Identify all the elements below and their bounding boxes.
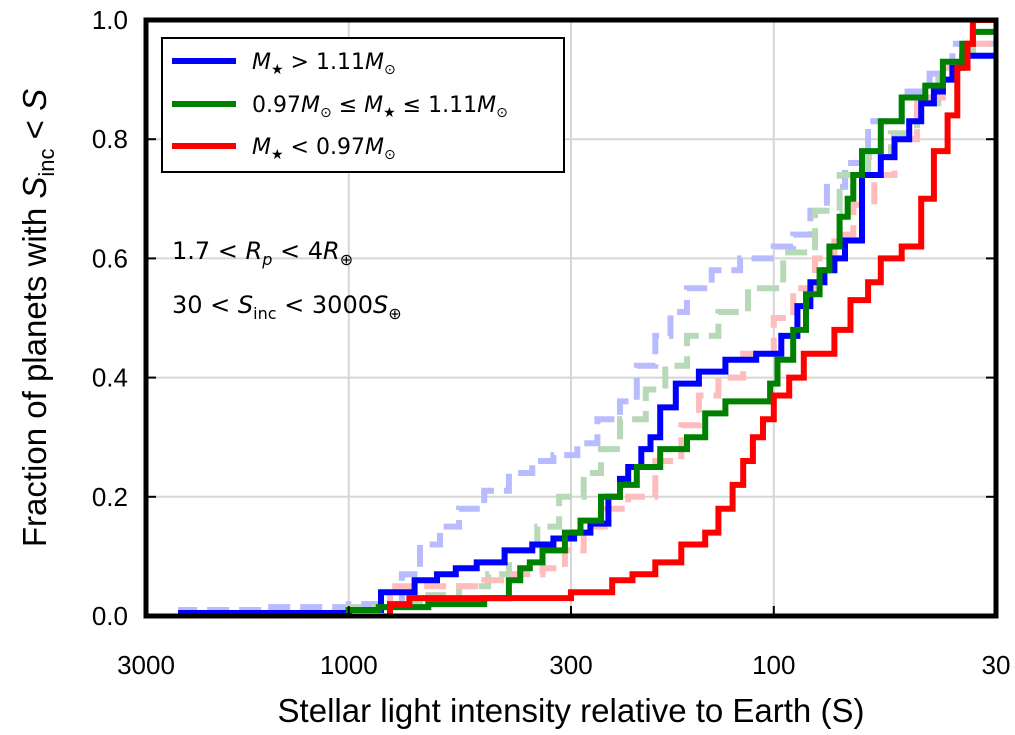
y-tick-label: 0.0 [92, 601, 128, 631]
y-tick-label: 0.4 [92, 363, 128, 393]
x-axis-label: Stellar light intensity relative to Eart… [278, 692, 865, 729]
annotation-flux-range: 30 < Sinc < 3000S⊕ [172, 291, 402, 323]
series-m-1-11-m- [178, 52, 996, 616]
y-tick-label: 0.8 [92, 124, 128, 154]
x-tick-label: 1000 [320, 650, 378, 680]
y-tick-label: 0.2 [92, 482, 128, 512]
legend: M★ > 1.11M⊙ 0.97M⊙ ≤ M★ ≤ 1.11M⊙ M★ < 0.… [161, 37, 565, 173]
dashed-series-high-mass-comparison-faint-dashed- [178, 40, 996, 616]
tick-layer: 3000 1000 300 100 30 0.0 0.2 0.4 0.6 0.8 1.0 [92, 5, 1011, 680]
y-tick-label: 1.0 [92, 5, 128, 35]
x-tick-label: 30 [982, 650, 1011, 680]
annotation-radius-range: 1.7 < Rp < 4R⊕ [172, 237, 353, 269]
legend-label-high-mass: M★ > 1.11M⊙ [252, 50, 396, 78]
series-0-97-m-m-1-11-m- [345, 28, 996, 616]
legend-label-mid-mass: 0.97M⊙ ≤ M★ ≤ 1.11M⊙ [252, 93, 508, 121]
series-m-0-97-m- [387, 20, 996, 616]
x-tick-label: 300 [549, 650, 592, 680]
y-axis-label: Fraction of planets with Sinc < S [16, 89, 59, 547]
x-tick-label: 100 [752, 650, 795, 680]
series-layer [178, 20, 996, 616]
legend-label-low-mass: M★ < 0.97M⊙ [252, 135, 396, 163]
x-tick-label: 3000 [117, 650, 175, 680]
y-tick-label: 0.6 [92, 243, 128, 273]
